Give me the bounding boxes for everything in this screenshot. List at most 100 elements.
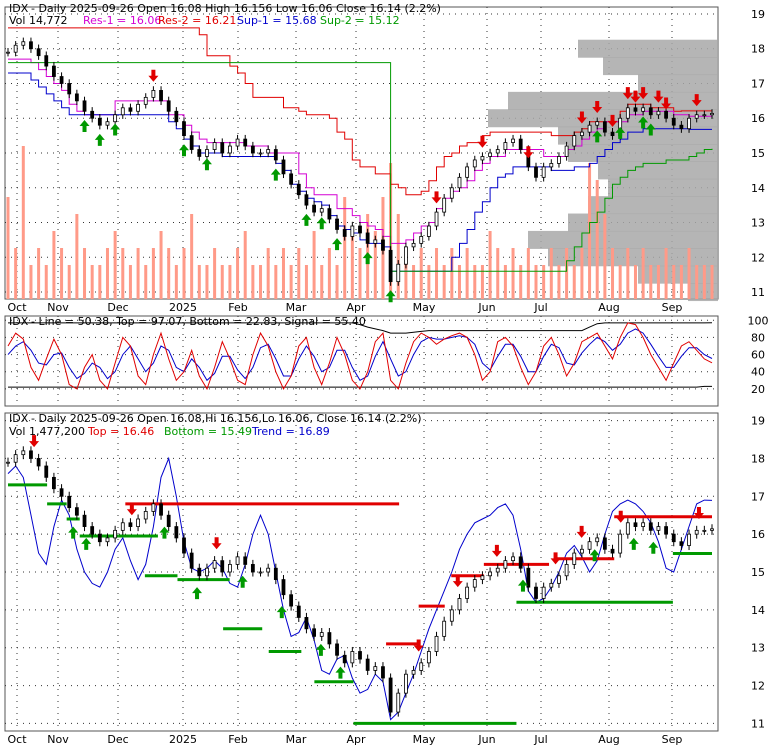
trend-body — [503, 560, 508, 569]
trend-body — [411, 670, 416, 675]
trend-buy-arrow — [315, 643, 326, 656]
trend-body — [44, 465, 49, 478]
price-body — [350, 225, 355, 237]
trend-body — [564, 564, 569, 577]
trend-body — [373, 666, 378, 671]
price-body — [36, 48, 41, 57]
price-body — [182, 121, 186, 137]
price-body — [212, 142, 217, 150]
trend-header-trend: Trend = 16.89 — [251, 425, 330, 438]
trend-buy-arrow — [81, 537, 92, 550]
trend-body — [52, 476, 56, 490]
trend-body — [702, 529, 707, 532]
trend-header-bottom: Bottom = 15.49 — [164, 425, 252, 438]
trend-sell-arrow — [693, 507, 704, 519]
price-body — [59, 76, 64, 84]
volume-bar — [534, 265, 538, 299]
trend-body — [633, 522, 638, 527]
price-body — [580, 131, 584, 137]
trend-y-tick-label: 11 — [751, 717, 765, 730]
trend-header-ticker: IDX — [9, 412, 29, 425]
signal-arrows — [29, 69, 704, 679]
price-body — [29, 41, 33, 50]
volume-bar — [580, 248, 584, 299]
trend-buy-arrow — [192, 587, 203, 600]
price-y-tick-label: 19 — [751, 8, 765, 21]
price-body — [610, 131, 615, 137]
volume-bar — [396, 214, 400, 299]
volume-profile-bar — [603, 57, 718, 76]
trend-y-tick-label: 15 — [751, 566, 765, 579]
volume-bar — [136, 248, 140, 299]
buy-arrow — [332, 238, 343, 251]
volume-bar — [37, 248, 41, 299]
trend-body — [273, 567, 278, 580]
volume-bar — [511, 248, 515, 299]
price-body — [266, 149, 271, 154]
volume-bar — [526, 248, 530, 299]
trend-body — [580, 548, 584, 554]
price-body — [358, 225, 362, 234]
price-body — [327, 208, 332, 220]
buy-arrow — [79, 119, 90, 132]
trend-body — [465, 586, 470, 599]
trend-body — [166, 514, 171, 527]
buy-arrow — [645, 123, 656, 136]
price-body — [151, 90, 156, 98]
volume-bar — [358, 248, 362, 299]
buy-arrow — [638, 116, 649, 129]
trend-body — [13, 454, 18, 463]
trend-body — [143, 511, 148, 520]
volume-bar — [419, 248, 423, 299]
price-header-sup2: Sup-2 = 15.12 — [320, 14, 400, 27]
trend-sell-arrow — [126, 503, 137, 516]
price-body — [710, 112, 714, 116]
sell-arrow — [523, 146, 534, 159]
volume-profile-bar — [638, 74, 718, 93]
trend-body — [587, 541, 592, 550]
volume-bar — [190, 214, 194, 299]
volume-bar — [626, 248, 630, 299]
trend-body — [250, 564, 255, 573]
trend-body — [679, 541, 684, 546]
volume-bar — [435, 248, 439, 299]
volume-profile-bar — [508, 91, 718, 110]
price-body — [426, 225, 431, 237]
trend-body — [365, 658, 370, 671]
price-body — [304, 194, 309, 206]
price-body — [128, 107, 133, 112]
price-body — [702, 114, 707, 117]
trend-x-tick-label: Jul — [533, 733, 547, 745]
price-body — [411, 242, 416, 248]
volume-bar — [404, 248, 408, 299]
buy-arrow — [201, 158, 212, 171]
buy-arrow — [385, 290, 396, 303]
price-x-tick-label: Feb — [228, 301, 247, 314]
price-body — [534, 166, 538, 178]
volume-bar — [633, 265, 637, 299]
price-y-tick-label: 12 — [751, 251, 765, 264]
trend-header-vol: Vol 1,477,200 — [9, 425, 85, 438]
volume-bar — [679, 265, 683, 299]
price-body — [404, 246, 408, 265]
trend-body — [687, 533, 691, 546]
price-body — [289, 173, 294, 185]
price-body — [205, 149, 209, 157]
trend-body — [319, 632, 324, 637]
trend-body — [113, 529, 118, 539]
price-body — [518, 138, 523, 150]
volume-bar — [297, 248, 301, 299]
price-x-tick-label: Jul — [533, 301, 547, 314]
buy-arrow — [592, 130, 603, 143]
volume-bar — [327, 248, 331, 299]
trend-x-tick-label: 2025 — [169, 733, 197, 745]
trend-body — [228, 564, 232, 573]
price-body — [572, 135, 577, 147]
price-body — [480, 156, 485, 161]
price-body — [419, 236, 424, 244]
price-x-tick-label: Oct — [7, 301, 27, 314]
sell-arrow — [592, 101, 603, 114]
oscillator-signal-line — [7, 328, 713, 382]
volume-bar — [656, 265, 660, 299]
